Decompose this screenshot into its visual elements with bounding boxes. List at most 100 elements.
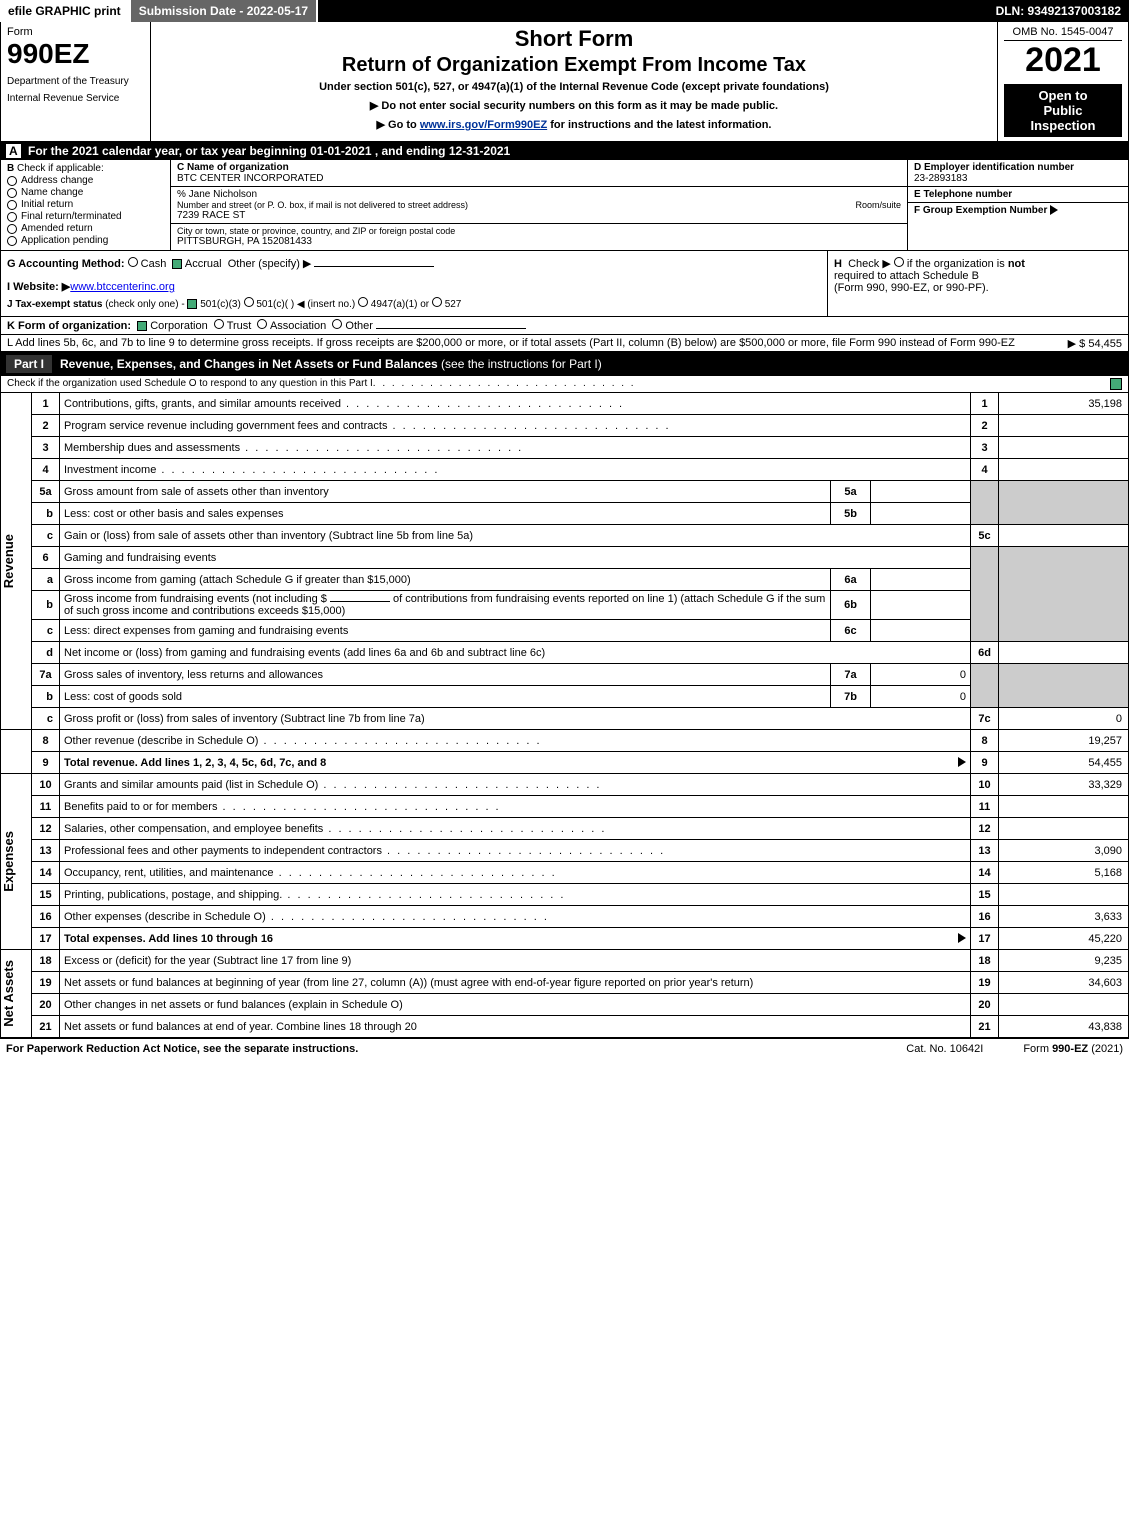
- chk-other[interactable]: [332, 319, 342, 329]
- l7b-desc-text: Less: cost of goods sold: [64, 691, 182, 703]
- efile-label[interactable]: efile GRAPHIC print: [0, 0, 131, 22]
- opt-initial-return: Initial return: [21, 199, 73, 210]
- l9-rval: 54,455: [999, 752, 1129, 774]
- chk-name-change[interactable]: [7, 188, 17, 198]
- l1-rval: 35,198: [999, 393, 1129, 415]
- goto-post: for instructions and the latest informat…: [547, 119, 771, 131]
- dots-icon: [282, 889, 565, 901]
- city-label: City or town, state or province, country…: [177, 226, 901, 236]
- l7b-ival: 0: [871, 686, 971, 708]
- chk-address-change[interactable]: [7, 176, 17, 186]
- chk-application-pending[interactable]: [7, 236, 17, 246]
- chk-527[interactable]: [432, 297, 442, 307]
- l5-gray-val: [999, 481, 1129, 525]
- l5c-desc: Gain or (loss) from sale of assets other…: [60, 525, 971, 547]
- triangle-icon: [958, 757, 966, 767]
- j-501c: 501(c)( ) ◀ (insert no.): [256, 299, 355, 310]
- lines-table: Revenue 1 Contributions, gifts, grants, …: [0, 392, 1129, 1038]
- g-label: G Accounting Method:: [7, 258, 125, 270]
- chk-initial-return[interactable]: [7, 200, 17, 210]
- chk-association[interactable]: [257, 319, 267, 329]
- form-word: Form: [7, 26, 144, 38]
- l5b-num: b: [32, 503, 60, 525]
- part1-sub: Check if the organization used Schedule …: [0, 376, 1129, 392]
- street-label: Number and street (or P. O. box, if mail…: [177, 200, 468, 210]
- l3-desc-text: Membership dues and assessments: [64, 442, 240, 454]
- l6a-ival: [871, 569, 971, 591]
- l21-rval: 43,838: [999, 1016, 1129, 1038]
- chk-h[interactable]: [894, 257, 904, 267]
- chk-corporation[interactable]: [137, 321, 147, 331]
- l7b-inum: 7b: [831, 686, 871, 708]
- irs-link[interactable]: www.irs.gov/Form990EZ: [420, 119, 547, 131]
- l4-num: 4: [32, 459, 60, 481]
- chk-amended-return[interactable]: [7, 224, 17, 234]
- chk-accrual[interactable]: [172, 259, 182, 269]
- l1-rnum: 1: [971, 393, 999, 415]
- dots-icon: [323, 823, 606, 835]
- dots-icon: [240, 442, 523, 454]
- phone-label: E Telephone number: [914, 189, 1122, 200]
- l13-desc-text: Professional fees and other payments to …: [64, 845, 382, 857]
- l17-rnum: 17: [971, 928, 999, 950]
- l7a-num: 7a: [32, 664, 60, 686]
- l8-desc-text: Other revenue (describe in Schedule O): [64, 735, 258, 747]
- k-other-input[interactable]: [376, 328, 526, 329]
- l14-desc: Occupancy, rent, utilities, and maintena…: [60, 862, 971, 884]
- netassets-vlabel-cell: Net Assets: [1, 950, 32, 1038]
- chk-final-return[interactable]: [7, 212, 17, 222]
- open-line2: Public: [1006, 103, 1120, 118]
- k-label: K Form of organization:: [7, 320, 131, 332]
- g-other-input[interactable]: [314, 266, 434, 267]
- l18-desc-text: Excess or (deficit) for the year (Subtra…: [64, 955, 351, 967]
- l21-desc: Net assets or fund balances at end of ye…: [60, 1016, 971, 1038]
- chk-trust[interactable]: [214, 319, 224, 329]
- revenue-vlabel: Revenue: [1, 534, 16, 588]
- l16-desc-text: Other expenses (describe in Schedule O): [64, 911, 266, 923]
- short-form-label: Short Form: [157, 26, 991, 52]
- l5c-desc-text: Gain or (loss) from sale of assets other…: [64, 530, 473, 542]
- part1-header: Part I Revenue, Expenses, and Changes in…: [0, 352, 1129, 376]
- h-text4: (Form 990, 990-EZ, or 990-PF).: [834, 282, 989, 294]
- chk-501c[interactable]: [244, 297, 254, 307]
- l18-num: 18: [32, 950, 60, 972]
- l12-rval: [999, 818, 1129, 840]
- row-gh: G Accounting Method: Cash Accrual Other …: [0, 251, 1129, 317]
- l4-desc-text: Investment income: [64, 464, 156, 476]
- header-center: Short Form Return of Organization Exempt…: [151, 22, 998, 141]
- l6d-desc: Net income or (loss) from gaming and fun…: [60, 642, 971, 664]
- l9-desc-text: Total revenue. Add lines 1, 2, 3, 4, 5c,…: [64, 757, 326, 769]
- part1-sub-text: Check if the organization used Schedule …: [7, 378, 373, 390]
- chk-schedule-o[interactable]: [1110, 378, 1122, 390]
- goto-pre: ▶ Go to: [377, 119, 420, 131]
- h-text3: required to attach Schedule B: [834, 270, 979, 282]
- l17-desc-text: Total expenses. Add lines 10 through 16: [64, 933, 273, 945]
- l6d-rnum: 6d: [971, 642, 999, 664]
- j-501c3: 501(c)(3): [200, 299, 241, 310]
- l7-gray-val: [999, 664, 1129, 708]
- ein-label: D Employer identification number: [914, 162, 1122, 173]
- chk-501c3[interactable]: [187, 299, 197, 309]
- l2-desc-text: Program service revenue including govern…: [64, 420, 387, 432]
- form-number: 990EZ: [7, 38, 144, 70]
- row-l: L Add lines 5b, 6c, and 7b to line 9 to …: [0, 335, 1129, 352]
- l12-desc: Salaries, other compensation, and employ…: [60, 818, 971, 840]
- l7c-desc: Gross profit or (loss) from sales of inv…: [60, 708, 971, 730]
- l2-rval: [999, 415, 1129, 437]
- opt-amended-return: Amended return: [21, 223, 93, 234]
- top-bar: efile GRAPHIC print Submission Date - 20…: [0, 0, 1129, 22]
- l6b-blank[interactable]: [330, 601, 390, 602]
- l18-rval: 9,235: [999, 950, 1129, 972]
- l11-rval: [999, 796, 1129, 818]
- website-link[interactable]: www.btccenterinc.org: [70, 281, 175, 293]
- l8-rval: 19,257: [999, 730, 1129, 752]
- chk-cash[interactable]: [128, 257, 138, 267]
- letter-a: A: [6, 144, 21, 158]
- l13-rnum: 13: [971, 840, 999, 862]
- l5c-rnum: 5c: [971, 525, 999, 547]
- l5-gray: [971, 481, 999, 525]
- section-bcdef: B Check if applicable: Address change Na…: [0, 160, 1129, 251]
- l11-desc: Benefits paid to or for members: [60, 796, 971, 818]
- chk-4947[interactable]: [358, 297, 368, 307]
- l9-desc: Total revenue. Add lines 1, 2, 3, 4, 5c,…: [60, 752, 971, 774]
